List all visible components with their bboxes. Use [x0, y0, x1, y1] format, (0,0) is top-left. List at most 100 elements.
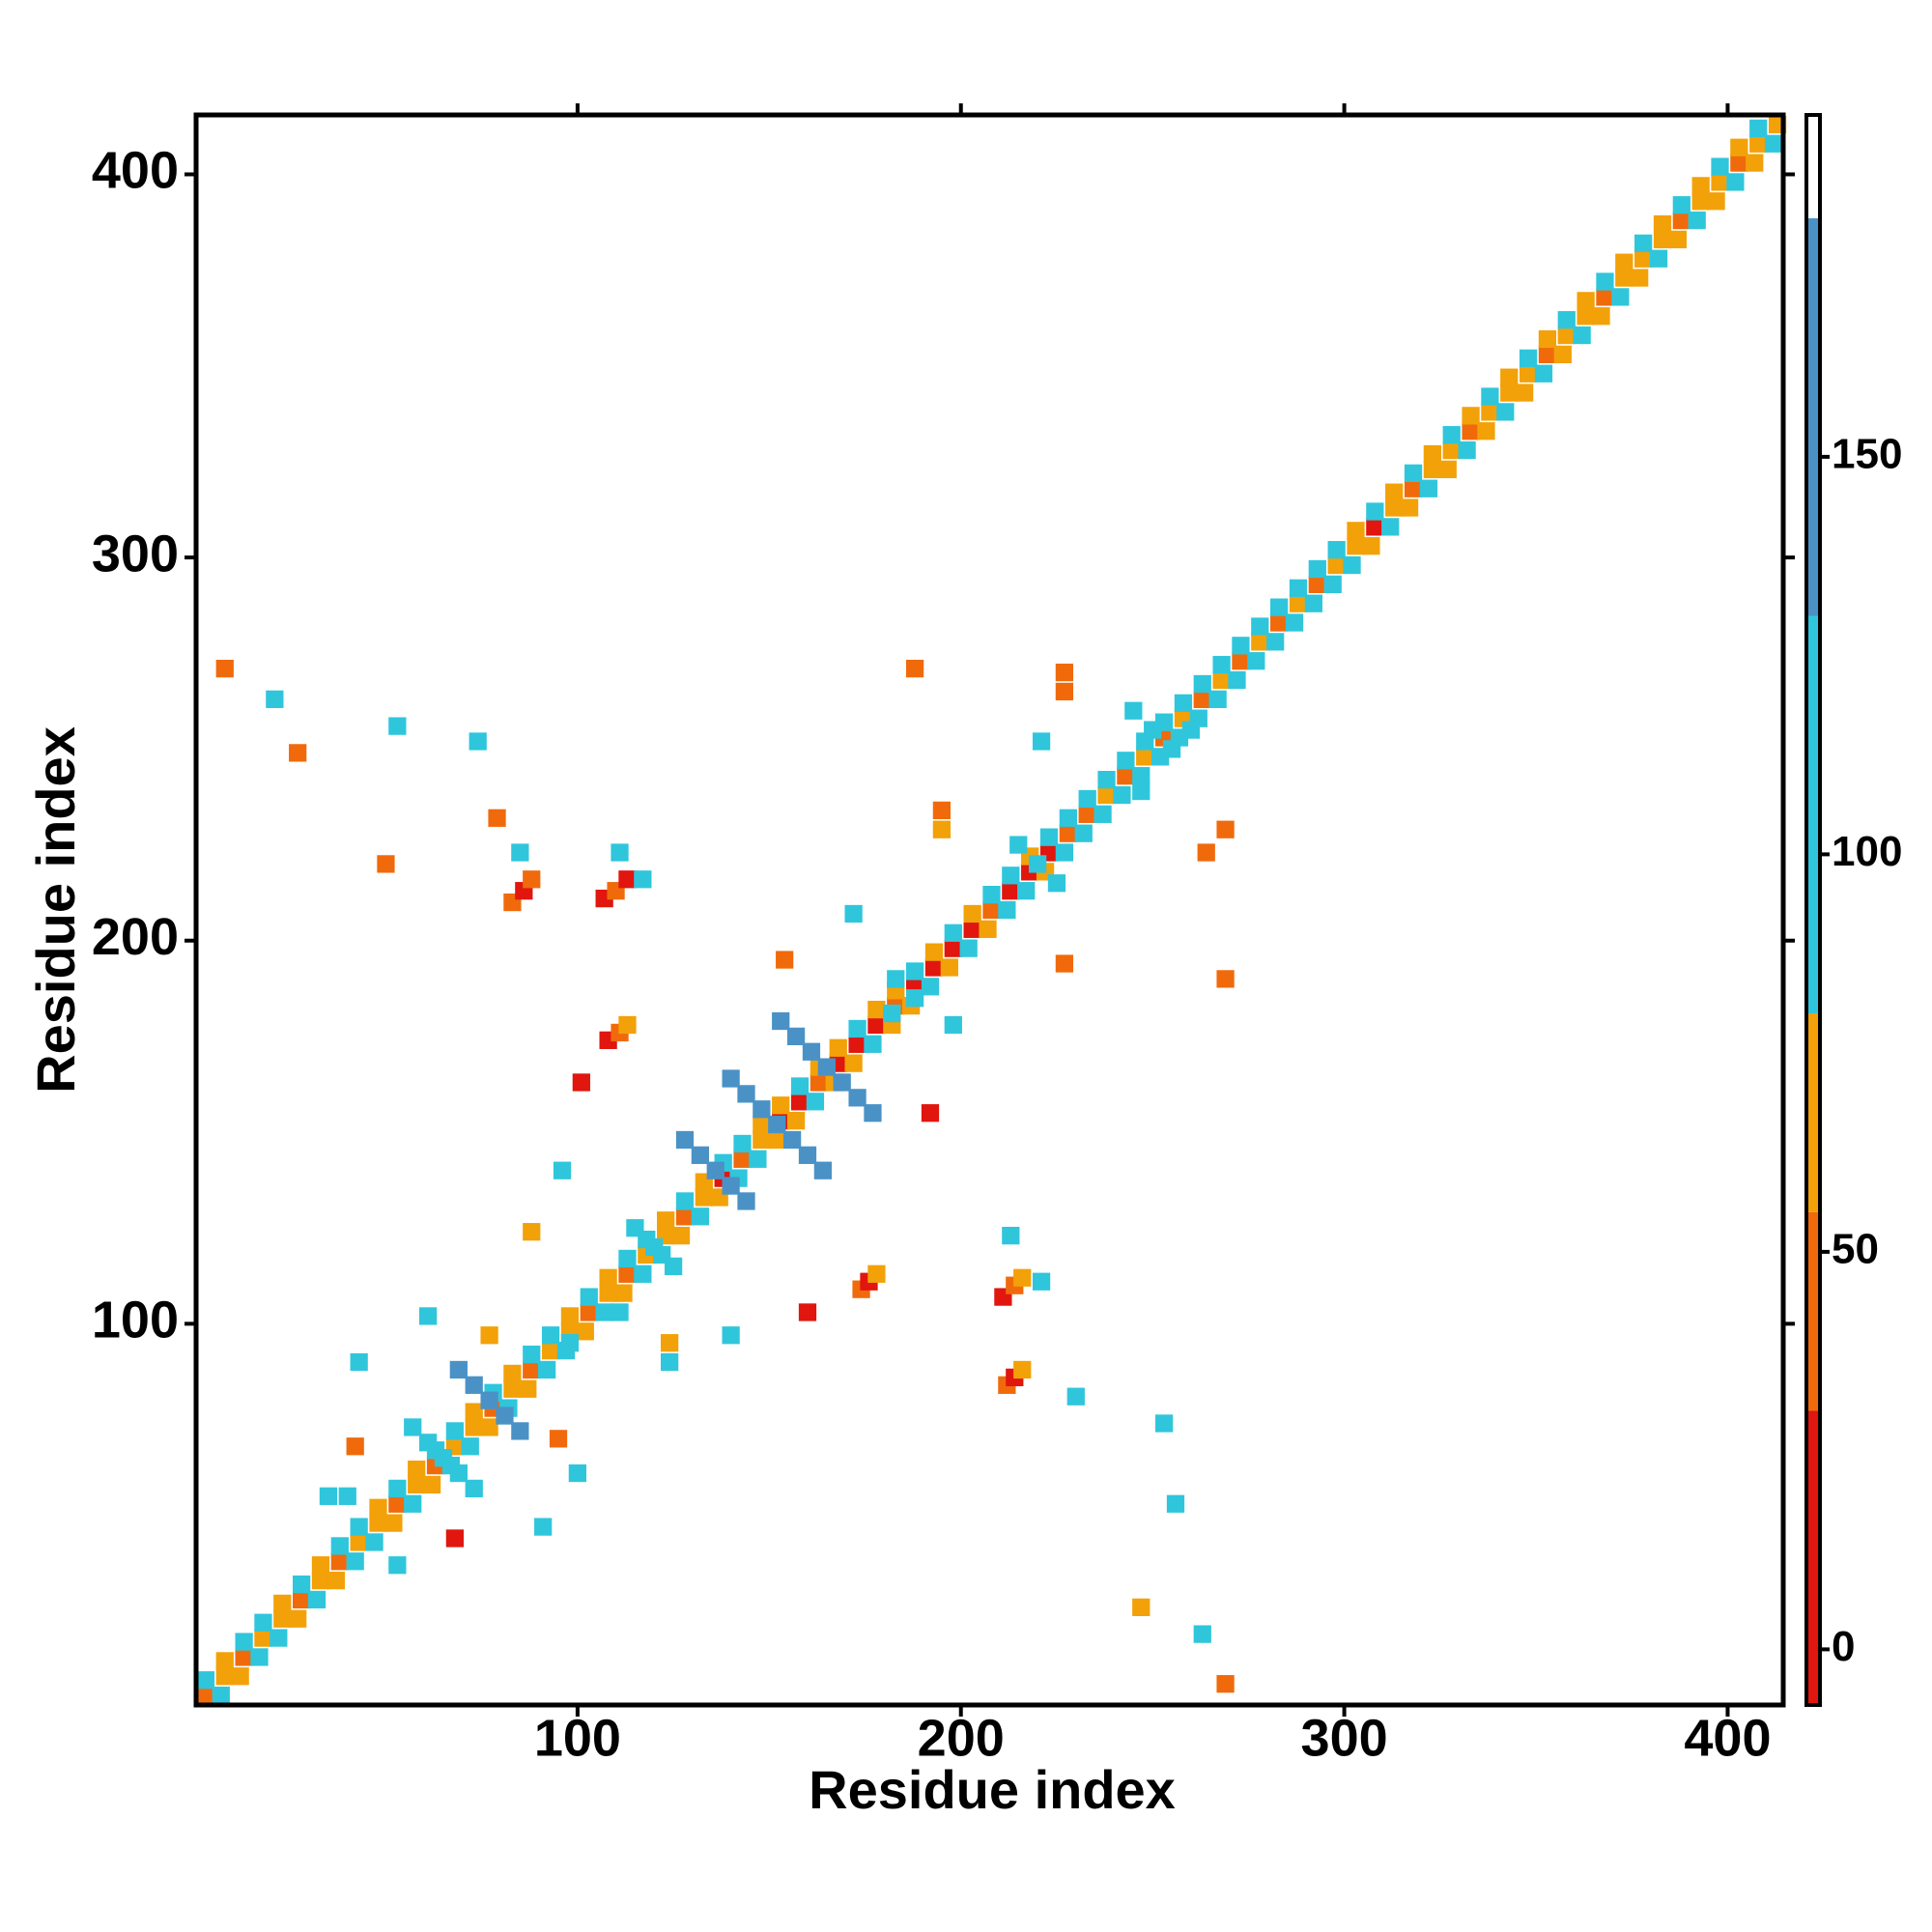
- heatmap-cell: [1028, 855, 1047, 873]
- heatmap-cell: [798, 1303, 817, 1321]
- heatmap-cell: [1615, 269, 1634, 287]
- heatmap-cell: [802, 1042, 821, 1061]
- heatmap-cell: [560, 1307, 580, 1325]
- colorbar-frame: [1804, 113, 1822, 1707]
- heatmap-cell: [618, 1015, 637, 1035]
- heatmap-cell: [733, 1134, 752, 1153]
- heatmap-cell: [1688, 211, 1706, 230]
- heatmap-cell: [212, 1686, 230, 1705]
- heatmap-cell: [1078, 789, 1096, 809]
- heatmap-cell: [1573, 326, 1591, 345]
- heatmap-cell: [449, 1463, 468, 1483]
- heatmap-cell: [944, 939, 962, 957]
- heatmap-cell: [1117, 752, 1135, 770]
- heatmap-cell: [1691, 177, 1710, 195]
- heatmap-cell: [833, 1073, 851, 1092]
- heatmap-cell: [691, 1208, 709, 1226]
- colorbar-segment: [1806, 615, 1820, 1013]
- heatmap-cell: [1017, 882, 1036, 900]
- heatmap-cell: [887, 970, 905, 988]
- heatmap-cell: [675, 1208, 695, 1226]
- heatmap-cell: [1232, 637, 1250, 655]
- heatmap-cell: [905, 659, 924, 678]
- heatmap-cell: [963, 904, 981, 923]
- heatmap-cell: [1002, 1227, 1020, 1245]
- heatmap-cell: [1553, 345, 1572, 364]
- heatmap-cell: [924, 958, 944, 977]
- heatmap-cell: [254, 1629, 272, 1647]
- heatmap-cell: [864, 1035, 882, 1053]
- heatmap-cell: [1097, 785, 1116, 805]
- heatmap-cell: [664, 1257, 683, 1275]
- heatmap-cell: [1711, 157, 1729, 176]
- heatmap-cell: [377, 855, 395, 873]
- heatmap-cell: [404, 1494, 422, 1513]
- heatmap-cell: [289, 1609, 307, 1628]
- heatmap-cell: [1266, 633, 1285, 651]
- heatmap-cell: [231, 1667, 249, 1686]
- heatmap-cell: [1691, 192, 1710, 211]
- heatmap-cell: [576, 1322, 594, 1341]
- heatmap-cell: [215, 1652, 234, 1670]
- heatmap-cell: [1438, 460, 1457, 479]
- colorbar-tick-label: 0: [1832, 1623, 1855, 1670]
- heatmap-cell: [215, 659, 234, 678]
- heatmap-cell: [1208, 690, 1227, 708]
- heatmap-cell: [813, 1161, 832, 1179]
- colorbar-tick-label: 50: [1832, 1226, 1879, 1273]
- heatmap-cell: [675, 1130, 695, 1150]
- heatmap-cell: [1039, 828, 1059, 846]
- heatmap-cell: [1032, 732, 1051, 751]
- heatmap-cell: [519, 1379, 537, 1398]
- heatmap-cell: [848, 1035, 867, 1053]
- heatmap-cell: [1419, 479, 1438, 497]
- heatmap-cell: [449, 1360, 468, 1379]
- heatmap-cell: [235, 1633, 253, 1651]
- heatmap-cell: [404, 1418, 422, 1436]
- heatmap-cell: [1032, 1272, 1051, 1291]
- heatmap-cell: [867, 1000, 886, 1019]
- heatmap-cell: [959, 939, 978, 957]
- heatmap-cell: [1212, 656, 1231, 674]
- heatmap-cell: [273, 1594, 292, 1613]
- heatmap-cell: [599, 1284, 617, 1302]
- heatmap-cell: [480, 1418, 498, 1436]
- heatmap-cell: [330, 1537, 349, 1555]
- heatmap-cell: [1216, 820, 1235, 838]
- heatmap-cell: [408, 1460, 426, 1479]
- heatmap-cell: [722, 1177, 740, 1195]
- heatmap-cell: [1385, 483, 1404, 501]
- colorbar-segment: [1806, 1410, 1820, 1705]
- heatmap-cell: [905, 989, 924, 1008]
- heatmap-cell: [1515, 384, 1534, 402]
- heatmap-cell: [1519, 349, 1538, 367]
- heatmap-cell: [921, 1104, 940, 1122]
- heatmap-cell: [488, 809, 506, 827]
- colorbar-tick-label: 150: [1832, 431, 1902, 478]
- heatmap-cell: [753, 1130, 771, 1150]
- heatmap-cell: [618, 1249, 637, 1268]
- heatmap-cell: [1749, 119, 1768, 138]
- heatmap-cell: [1381, 518, 1400, 536]
- heatmap-cell: [1462, 422, 1480, 440]
- heatmap-cell: [422, 1475, 441, 1494]
- heatmap-cell: [1181, 721, 1200, 739]
- heatmap-cell: [289, 744, 307, 762]
- x-tick-label: 400: [1684, 1709, 1771, 1767]
- heatmap-cell: [1216, 970, 1235, 988]
- heatmap-cell: [580, 1303, 598, 1321]
- heatmap-cell: [388, 1494, 407, 1513]
- heatmap-cell: [1055, 663, 1074, 682]
- heatmap-cell: [848, 1019, 867, 1038]
- heatmap-cell: [753, 1115, 771, 1134]
- heatmap-cell: [1074, 824, 1093, 842]
- heatmap-cell: [1055, 954, 1074, 973]
- heatmap-cell: [844, 904, 863, 923]
- heatmap-cell: [434, 1449, 453, 1467]
- heatmap-cell: [273, 1609, 292, 1628]
- heatmap-cell: [568, 1463, 587, 1483]
- x-tick-label: 100: [534, 1709, 621, 1767]
- heatmap-cell: [722, 1069, 740, 1088]
- heatmap-cell: [1113, 785, 1131, 805]
